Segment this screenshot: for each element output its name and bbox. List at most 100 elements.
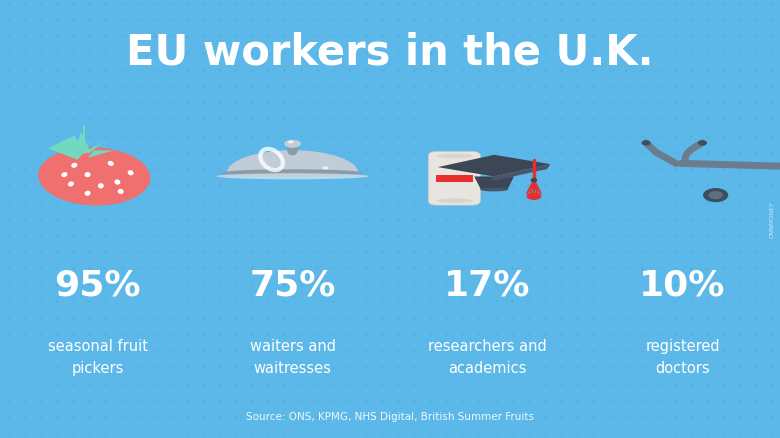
Point: [99, 117, 112, 124]
Point: [197, 34, 209, 41]
Point: [571, 314, 583, 321]
Point: [2, 67, 14, 74]
Point: [229, 133, 242, 140]
Point: [636, 364, 648, 371]
Point: [213, 298, 225, 305]
Point: [66, 67, 79, 74]
Point: [294, 149, 307, 156]
Text: researchers and
academics: researchers and academics: [428, 339, 547, 375]
Point: [360, 34, 372, 41]
Point: [229, 117, 242, 124]
Point: [392, 348, 404, 355]
Point: [2, 183, 14, 190]
Point: [733, 397, 746, 404]
Point: [180, 117, 193, 124]
Point: [603, 381, 615, 388]
Point: [18, 117, 30, 124]
Point: [180, 298, 193, 305]
Point: [115, 298, 128, 305]
Point: [132, 67, 144, 74]
Point: [327, 364, 339, 371]
Point: [66, 282, 79, 289]
Point: [392, 265, 404, 272]
Point: [18, 34, 30, 41]
Point: [18, 100, 30, 107]
Point: [668, 314, 681, 321]
Point: [294, 314, 307, 321]
Point: [424, 199, 437, 206]
Point: [115, 413, 128, 420]
Point: [505, 133, 518, 140]
Point: [343, 364, 356, 371]
Point: [278, 397, 290, 404]
Point: [555, 83, 567, 90]
Point: [619, 50, 632, 57]
Point: [538, 1, 551, 8]
Point: [733, 298, 746, 305]
Point: [473, 50, 486, 57]
Point: [213, 364, 225, 371]
Text: waiters and
waitresses: waiters and waitresses: [250, 339, 335, 375]
Ellipse shape: [61, 173, 68, 178]
Point: [180, 381, 193, 388]
Point: [441, 183, 453, 190]
Point: [685, 314, 697, 321]
Point: [441, 348, 453, 355]
Point: [424, 364, 437, 371]
Point: [555, 199, 567, 206]
Point: [310, 67, 323, 74]
Point: [246, 50, 258, 57]
Point: [18, 413, 30, 420]
Ellipse shape: [322, 167, 328, 170]
Point: [294, 364, 307, 371]
Point: [571, 67, 583, 74]
Text: EU workers in the U.K.: EU workers in the U.K.: [126, 32, 654, 74]
Point: [490, 298, 502, 305]
Point: [636, 117, 648, 124]
Point: [246, 100, 258, 107]
Point: [180, 331, 193, 338]
Point: [766, 166, 778, 173]
Point: [310, 50, 323, 57]
Point: [294, 67, 307, 74]
Point: [165, 149, 177, 156]
Point: [262, 117, 275, 124]
Point: [132, 166, 144, 173]
Point: [587, 34, 600, 41]
Point: [66, 348, 79, 355]
Point: [619, 397, 632, 404]
Point: [766, 183, 778, 190]
Point: [376, 298, 388, 305]
Point: [766, 248, 778, 255]
Point: [636, 183, 648, 190]
Point: [213, 133, 225, 140]
Point: [668, 34, 681, 41]
Polygon shape: [48, 136, 84, 160]
Point: [132, 282, 144, 289]
Point: [733, 149, 746, 156]
Point: [148, 100, 161, 107]
Point: [278, 430, 290, 437]
Point: [555, 348, 567, 355]
Point: [2, 50, 14, 57]
Point: [18, 282, 30, 289]
Point: [457, 117, 470, 124]
Point: [603, 149, 615, 156]
Point: [603, 282, 615, 289]
Point: [148, 265, 161, 272]
Point: [229, 34, 242, 41]
Point: [408, 248, 420, 255]
Point: [587, 298, 600, 305]
Point: [99, 215, 112, 223]
Point: [83, 100, 95, 107]
Polygon shape: [87, 151, 114, 159]
Point: [376, 430, 388, 437]
Point: [717, 34, 729, 41]
Point: [34, 117, 47, 124]
Point: [213, 67, 225, 74]
Point: [717, 348, 729, 355]
Point: [180, 133, 193, 140]
Point: [603, 18, 615, 25]
Point: [441, 100, 453, 107]
Point: [376, 248, 388, 255]
